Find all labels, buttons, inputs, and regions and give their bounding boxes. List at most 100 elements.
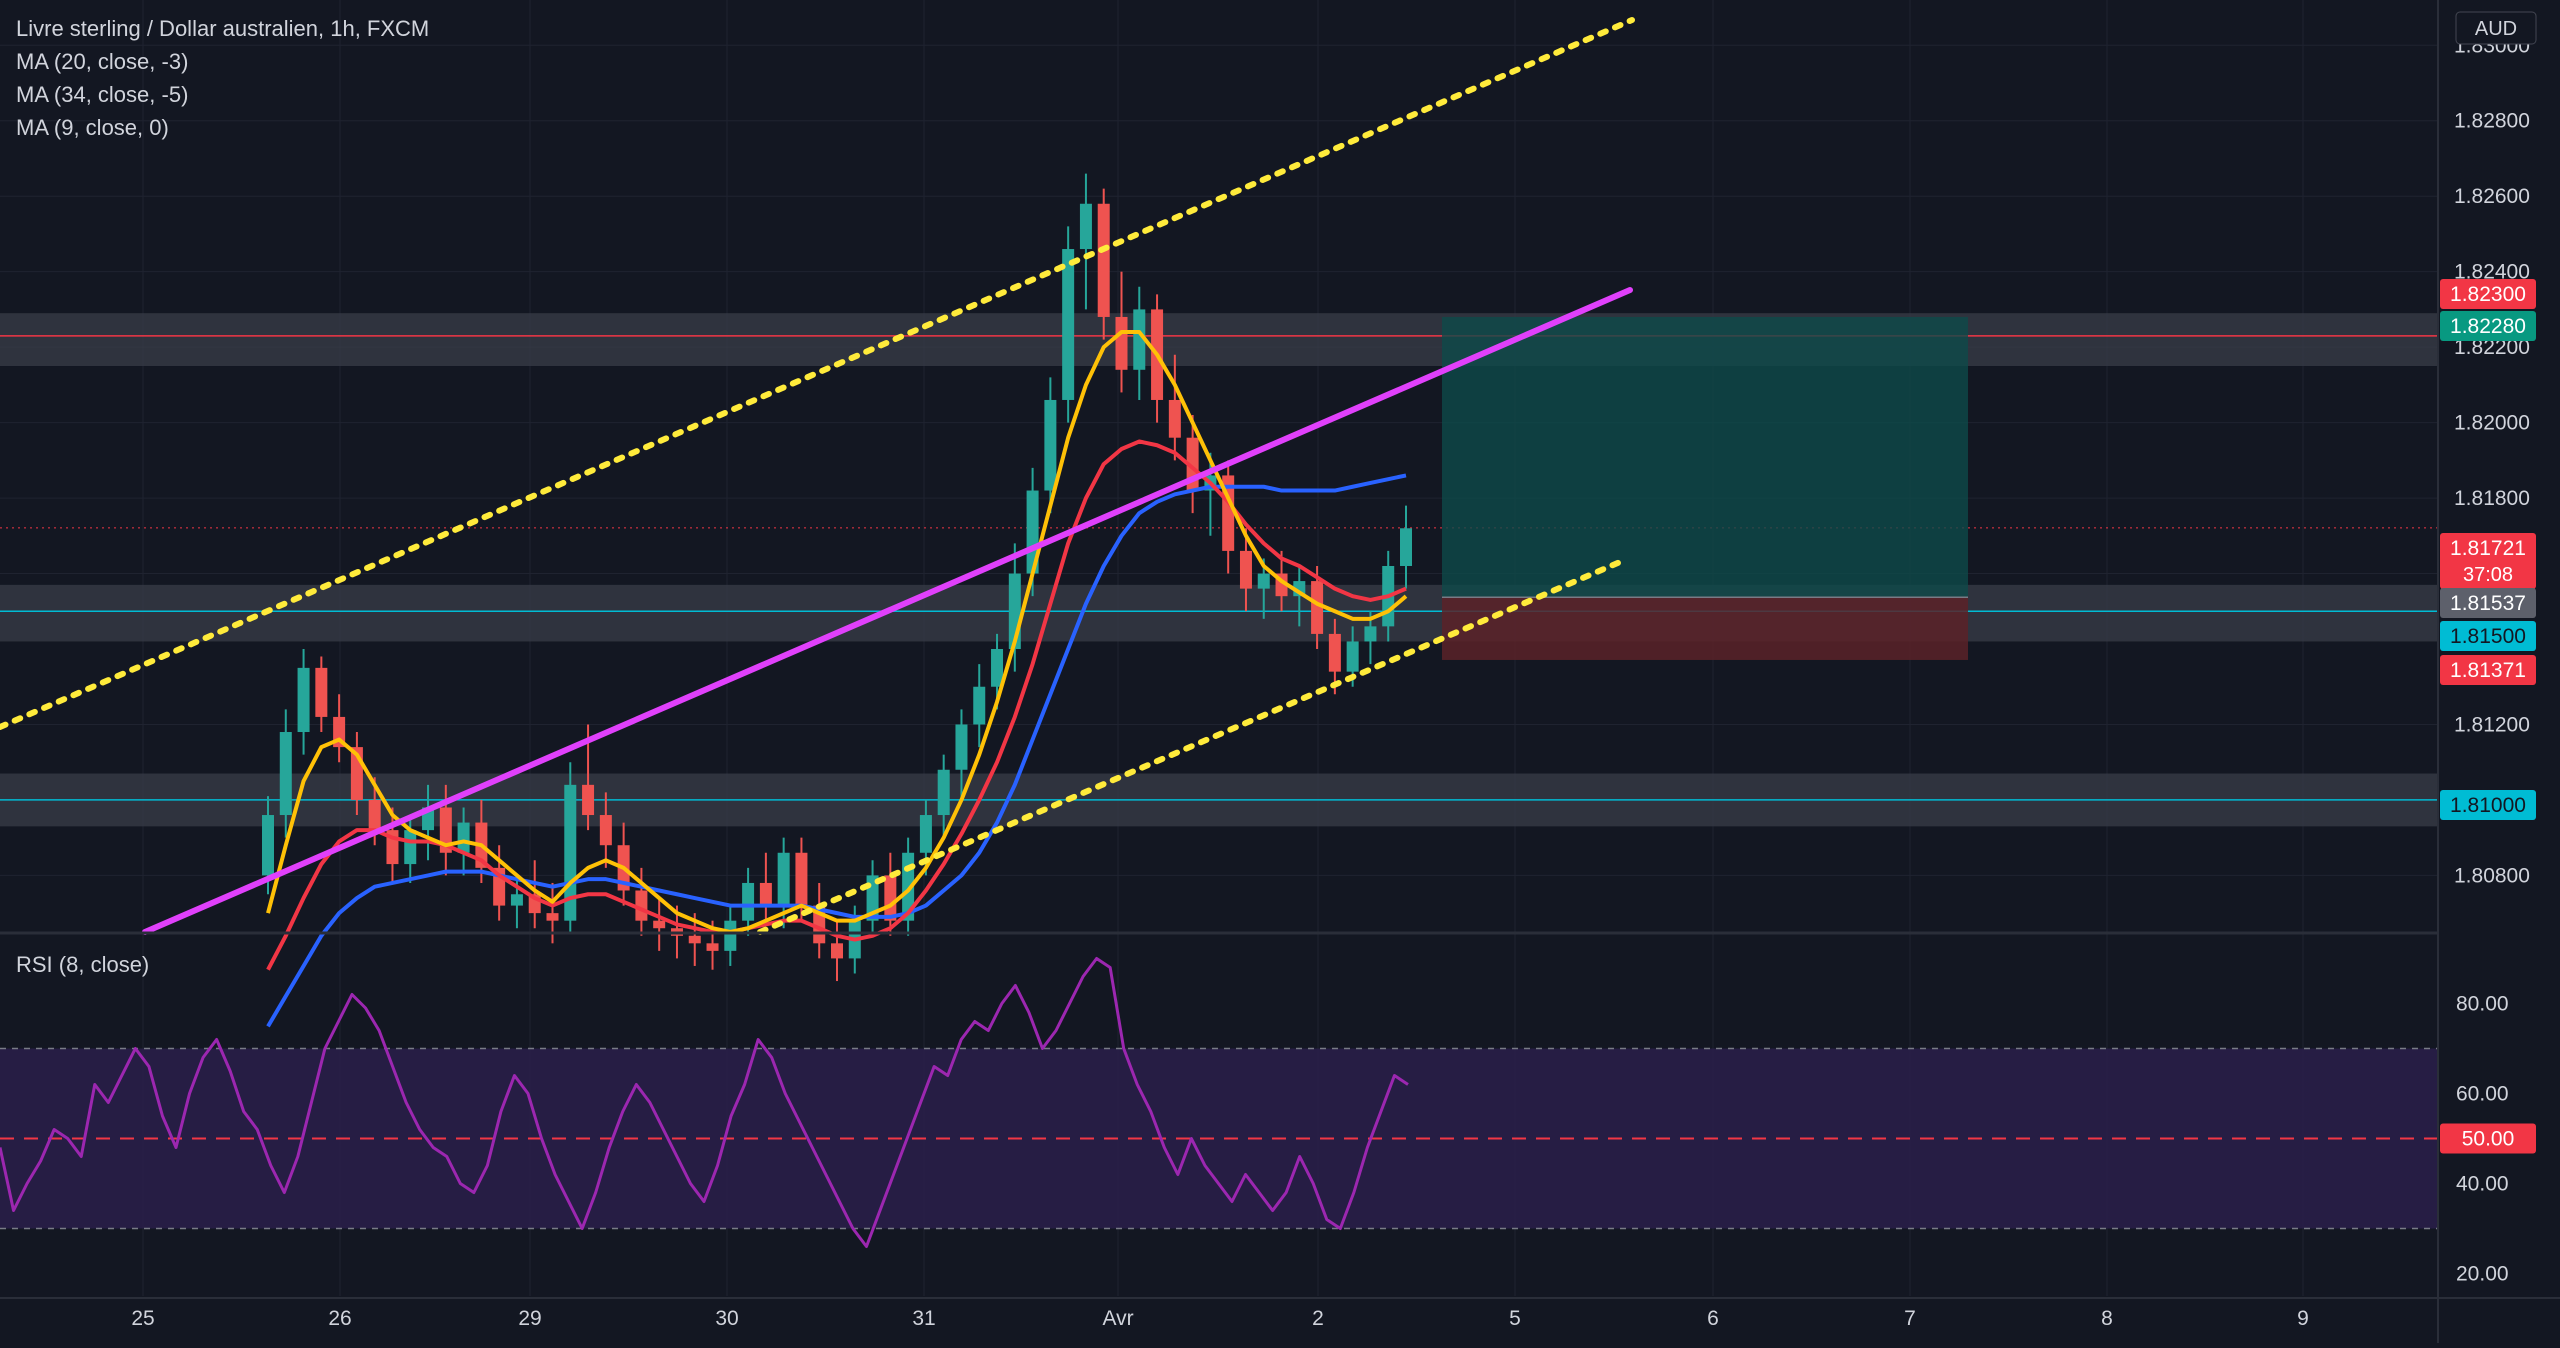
price-badge-label: 1.81500 — [2450, 625, 2526, 648]
price-badge-countdown: 37:08 — [2463, 564, 2513, 586]
time-label: 6 — [1707, 1307, 1719, 1330]
long-position-tool[interactable] — [1442, 316, 1968, 660]
stop-zone — [1442, 597, 1968, 660]
candle-body — [991, 649, 1004, 687]
candle-body — [315, 667, 328, 717]
candle-body — [635, 890, 648, 921]
price-badge — [2440, 790, 2536, 820]
candle-body — [1257, 573, 1270, 589]
legend-ma9: MA (9, close, 0) — [16, 115, 169, 140]
candle-body — [831, 943, 843, 959]
ma20-line — [266, 439, 1407, 971]
candle-body — [759, 882, 772, 906]
zone — [0, 313, 2438, 367]
time-label: 30 — [715, 1307, 738, 1330]
price-badge-label: 1.81721 — [2450, 537, 2526, 560]
time-label: 8 — [2101, 1307, 2113, 1330]
drawings[interactable] — [0, 17, 1635, 935]
price-tick: 1.82800 — [2454, 110, 2530, 133]
candle-body — [1239, 550, 1252, 589]
price-badge — [2440, 655, 2536, 685]
target-zone — [1442, 316, 1968, 598]
moving-averages — [266, 330, 1408, 1028]
candle-body — [404, 830, 417, 865]
rsi-tick: 60.00 — [2456, 1083, 2509, 1106]
candle-body — [706, 943, 719, 951]
price-tick: 1.81200 — [2454, 713, 2530, 736]
candle-body — [368, 799, 381, 831]
rsi-tick: 80.00 — [2456, 993, 2509, 1016]
candle-body — [546, 913, 559, 921]
candle-body — [1133, 309, 1146, 370]
rsi-legend: RSI (8, close) — [16, 952, 149, 977]
price-tick: 1.80800 — [2454, 864, 2530, 887]
candle-body — [262, 815, 274, 876]
candle-body — [919, 815, 932, 853]
time-label: 25 — [131, 1307, 154, 1330]
candle-body — [884, 875, 897, 921]
time-label: 7 — [1904, 1307, 1916, 1330]
price-badges: 50.00 1.82300 1.82280 1.81721 37:08 1.81537 1.… — [2440, 279, 2536, 1154]
currency-box[interactable] — [2455, 11, 2537, 45]
candle-body — [1079, 203, 1092, 250]
price-badge-label: 1.82300 — [2450, 283, 2526, 306]
candle-body — [688, 935, 701, 944]
rsi-badge — [2440, 1123, 2536, 1154]
candle-body — [599, 815, 612, 846]
candle-body — [973, 686, 986, 725]
legend-ma34: MA (34, close, -5) — [16, 82, 188, 107]
candle-body — [937, 769, 950, 816]
candle-body — [1097, 203, 1110, 317]
rsi-tick: 40.00 — [2456, 1173, 2509, 1196]
candle-body — [1400, 528, 1412, 566]
candle-body — [1062, 249, 1075, 400]
price-badge — [2440, 279, 2536, 309]
currency-label: AUD — [2475, 18, 2517, 40]
candle-body — [1115, 316, 1128, 370]
candle-body — [279, 732, 292, 816]
candle-body — [510, 894, 523, 906]
candle-body — [653, 920, 666, 929]
candle-body — [777, 852, 790, 906]
rsi-line — [0, 957, 1409, 1248]
candle-body — [724, 920, 737, 951]
rsi-tick: 20.00 — [2456, 1263, 2509, 1286]
candle-body — [1328, 633, 1341, 672]
candle-body — [1364, 626, 1377, 642]
candle-body — [1346, 641, 1359, 672]
time-label: 31 — [912, 1307, 935, 1330]
time-label: Avr — [1102, 1307, 1133, 1330]
candle-body — [457, 822, 470, 853]
price-tick: 1.82000 — [2454, 412, 2530, 435]
price-tick: 1.82200 — [2454, 336, 2530, 359]
rsi-band — [0, 1048, 2438, 1229]
ma9-line — [266, 330, 1408, 934]
candle-body — [582, 784, 595, 816]
trendline — [142, 287, 1633, 935]
time-label: 26 — [328, 1307, 351, 1330]
price-badge-label: 1.81537 — [2450, 592, 2526, 615]
time-label: 9 — [2297, 1307, 2309, 1330]
candle-body — [439, 807, 452, 853]
candle-body — [742, 882, 755, 921]
rsi-badge-label: 50.00 — [2462, 1128, 2515, 1151]
legend-ma20: MA (20, close, -3) — [16, 49, 188, 74]
candle-body — [955, 724, 968, 770]
price-badge-label: 1.82280 — [2450, 315, 2526, 338]
time-label: 2 — [1312, 1307, 1324, 1330]
time-label: 29 — [518, 1307, 541, 1330]
channel-lower — [757, 559, 1623, 935]
support-resistance-zones — [0, 313, 2438, 827]
price-badge — [2440, 588, 2536, 618]
legend-title: Livre sterling / Dollar australien, 1h, … — [16, 16, 429, 41]
candle-body — [297, 667, 310, 733]
price-badge-label: 1.81371 — [2450, 659, 2526, 682]
candle-body — [1311, 581, 1324, 634]
price-badge-label: 1.81000 — [2450, 794, 2526, 817]
candle-body — [1168, 399, 1181, 438]
candle-body — [795, 852, 808, 906]
candle-body — [1044, 399, 1057, 491]
